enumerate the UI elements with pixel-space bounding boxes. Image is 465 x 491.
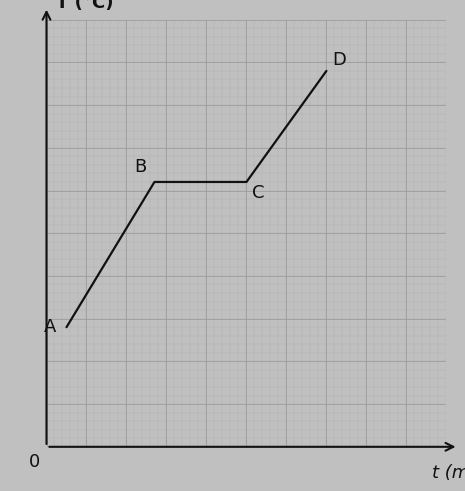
Text: B: B [134, 158, 146, 176]
Text: A: A [44, 318, 57, 336]
Text: C: C [252, 184, 265, 202]
Text: D: D [332, 51, 346, 69]
Text: t (min): t (min) [432, 464, 465, 482]
Text: 0: 0 [29, 453, 40, 471]
Text: T (°C): T (°C) [57, 0, 114, 12]
